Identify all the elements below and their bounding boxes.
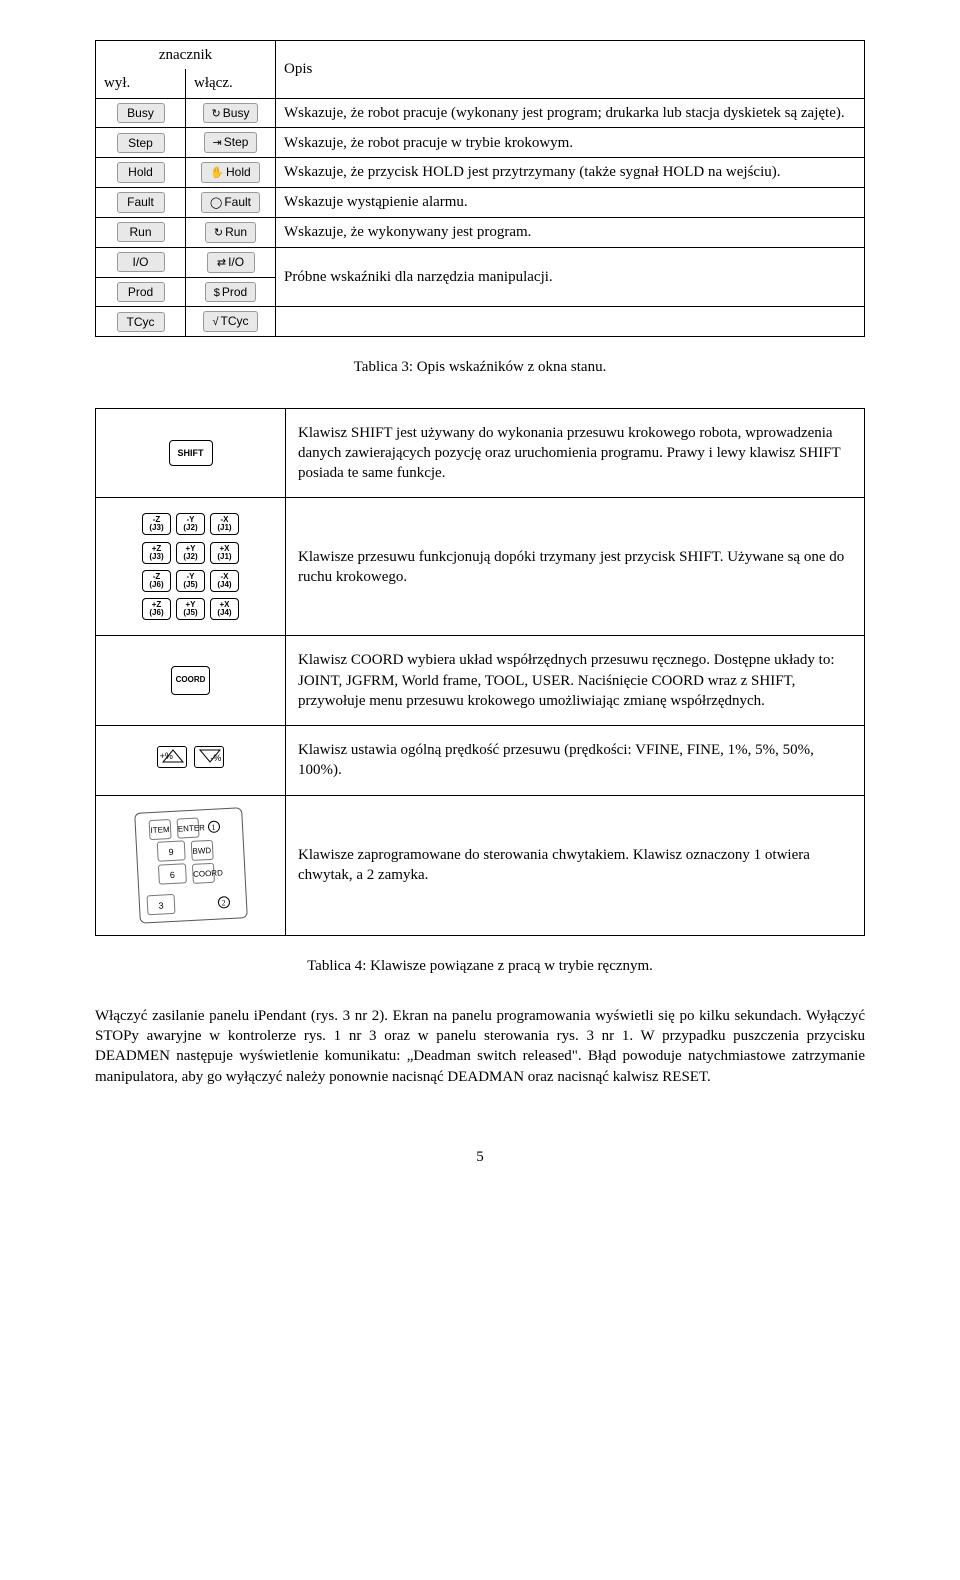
table-row: -Z(J3) -Y(J2) -X(J1) +Z(J3) +Y(J2) +X(J1… — [96, 498, 865, 636]
row-desc: Klawisz ustawia ogólną prędkość przesuwu… — [286, 726, 865, 796]
table-row: Busy ↻Busy Wskazuje, że robot pracuje (w… — [96, 98, 865, 128]
table-row: Run ↻Run Wskazuje, że wykonywany jest pr… — [96, 217, 865, 247]
row-desc: Klawisz SHIFT jest używany do wykonania … — [286, 408, 865, 498]
table3-caption: Tablica 3: Opis wskaźników z okna stanu. — [95, 357, 865, 377]
header-marker: znacznik — [96, 41, 276, 70]
io-on-icon: ⇄I/O — [207, 252, 255, 273]
tcyc-off-icon: TCyc — [117, 312, 165, 332]
io-off-icon: I/O — [117, 252, 165, 272]
hold-on-icon: ✋Hold — [201, 162, 259, 183]
step-on-icon: ⇥Step — [204, 132, 258, 153]
busy-on-icon: ↻Busy — [203, 103, 259, 124]
table-row: Step ⇥Step Wskazuje, że robot pracuje w … — [96, 128, 865, 158]
manual-mode-keys-table: SHIFT Klawisz SHIFT jest używany do wyko… — [95, 408, 865, 936]
shift-key-icon: SHIFT — [169, 440, 213, 466]
table-row: Hold ✋Hold Wskazuje, że przycisk HOLD je… — [96, 158, 865, 188]
table-row: Fault ◯Fault Wskazuje wystąpienie alarmu… — [96, 188, 865, 218]
busy-off-icon: Busy — [117, 103, 165, 123]
plus-percent-key-icon: +% — [157, 746, 187, 768]
row-desc: Próbne wskaźniki dla narzędzia manipulac… — [276, 247, 865, 307]
header-off: wył. — [96, 69, 186, 98]
row-desc: Wskazuje, że robot pracuje (wykonany jes… — [276, 98, 865, 128]
prod-off-icon: Prod — [117, 282, 165, 302]
status-indicators-table: znacznik Opis wył. włącz. Busy ↻Busy Wsk… — [95, 40, 865, 337]
coord-key-icon: COORD — [171, 666, 211, 695]
fault-on-icon: ◯Fault — [201, 192, 260, 213]
row-desc: Wskazuje, że wykonywany jest program. — [276, 217, 865, 247]
table-row: SHIFT Klawisz SHIFT jest używany do wyko… — [96, 408, 865, 498]
table-row: ITEM ENTER 1 9 BWD 6 COORD 3 2 — [96, 795, 865, 935]
table4-caption: Tablica 4: Klawisze powiązane z pracą w … — [95, 956, 865, 976]
row-desc: Klawisz COORD wybiera układ współrzędnyc… — [286, 636, 865, 726]
hold-off-icon: Hold — [117, 162, 165, 182]
minus-percent-key-icon: -% — [194, 746, 224, 768]
row-desc: Klawisze zaprogramowane do sterowania ch… — [286, 795, 865, 935]
prod-on-icon: $Prod — [205, 282, 256, 303]
row-desc: Klawisze przesuwu funkcjonują dopóki trz… — [286, 498, 865, 636]
run-off-icon: Run — [117, 222, 165, 242]
body-paragraph: Włączyć zasilanie panelu iPendant (rys. … — [95, 1006, 865, 1087]
header-on: włącz. — [186, 69, 276, 98]
row-desc: Wskazuje, że robot pracuje w trybie krok… — [276, 128, 865, 158]
step-off-icon: Step — [117, 133, 165, 153]
table-row: TCyc √TCyc — [96, 307, 865, 337]
run-on-icon: ↻Run — [205, 222, 256, 243]
table-row: I/O ⇄I/O Próbne wskaźniki dla narzędzia … — [96, 247, 865, 277]
table-row: COORD Klawisz COORD wybiera układ współr… — [96, 636, 865, 726]
fault-off-icon: Fault — [117, 192, 165, 212]
page-number: 5 — [95, 1147, 865, 1167]
row-desc — [276, 307, 865, 337]
row-desc: Wskazuje, że przycisk HOLD jest przytrzy… — [276, 158, 865, 188]
header-desc: Opis — [276, 41, 865, 99]
table-row: +% -% Klawisz ustawia ogólną prędkość pr… — [96, 726, 865, 796]
gripper-keypad-icon: ITEM ENTER 1 9 BWD 6 COORD 3 2 — [134, 807, 247, 923]
row-desc: Wskazuje wystąpienie alarmu. — [276, 188, 865, 218]
tcyc-on-icon: √TCyc — [203, 311, 257, 332]
jog-keys-icon: -Z(J3) -Y(J2) -X(J1) +Z(J3) +Y(J2) +X(J1… — [141, 512, 239, 621]
